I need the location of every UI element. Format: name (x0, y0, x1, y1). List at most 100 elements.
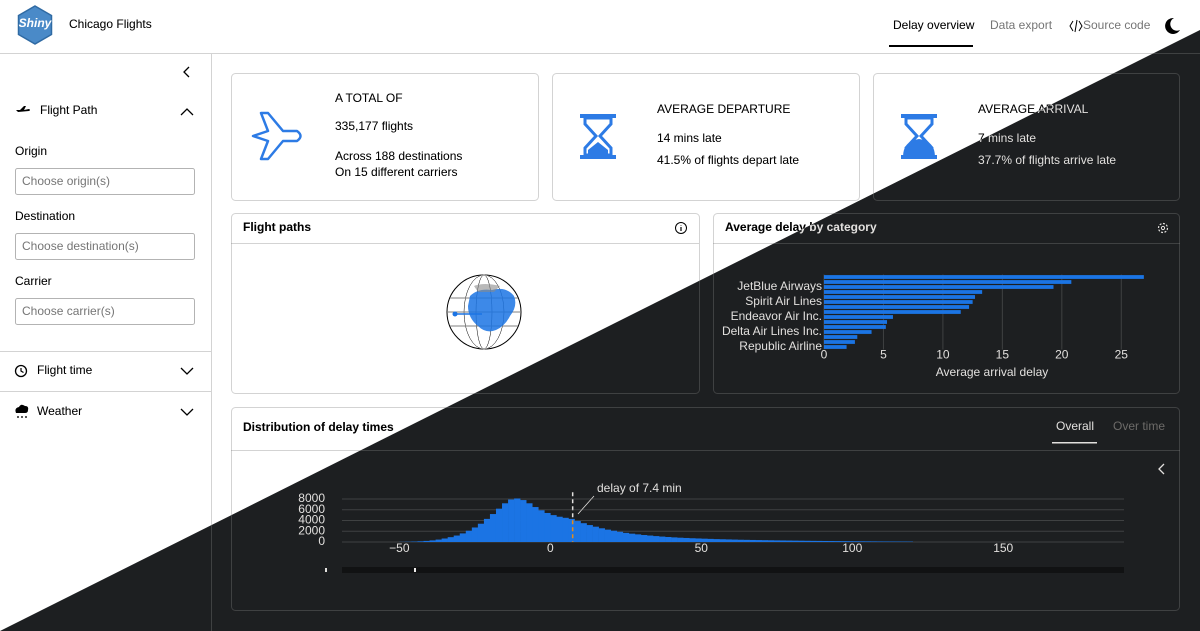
histogram-bar (731, 539, 738, 542)
value-box-line: On 15 different carriers (335, 165, 458, 179)
value-box-title: AVERAGE DEPARTURE (657, 102, 790, 116)
histogram-bar (846, 541, 853, 542)
histogram-bar (526, 503, 533, 542)
histogram-bar (508, 499, 515, 542)
bar (824, 315, 893, 319)
rain-drops (17, 416, 27, 418)
value-box-value: 335,177 flights (335, 119, 413, 133)
section-chevron[interactable] (180, 367, 194, 375)
nav-item[interactable]: Data export (990, 18, 1053, 32)
value-box-title: AVERAGE ARRIVAL (978, 102, 1089, 116)
histogram-bar (713, 539, 720, 542)
histogram-bar (640, 535, 648, 542)
bar (824, 300, 973, 304)
section-title[interactable]: Flight Path (40, 103, 97, 117)
value-box-title: A TOTAL OF (335, 91, 403, 105)
histogram-bar (435, 539, 442, 542)
card-title: Flight paths (243, 220, 311, 234)
histogram-bar (580, 523, 587, 542)
settings-icon[interactable] (1157, 222, 1169, 234)
y-tick-label: 6000 (298, 502, 325, 516)
histogram-bar (495, 508, 503, 542)
section-chevron[interactable] (180, 408, 194, 416)
tab[interactable]: Over time (1113, 419, 1165, 433)
histogram-bar (598, 528, 605, 542)
destination-input[interactable] (15, 233, 195, 260)
bar (824, 295, 976, 299)
hourglass-glass (583, 116, 613, 157)
sidebar-collapse[interactable] (183, 66, 190, 78)
theme-toggle[interactable] (1165, 17, 1180, 34)
value-box-line: 37.7% of flights arrive late (978, 153, 1116, 167)
annotation-arrow (577, 495, 595, 515)
section-title[interactable]: Weather (37, 404, 82, 418)
histogram-bar (671, 537, 678, 542)
nav-item[interactable]: Source code (1083, 18, 1151, 32)
field-label: Destination (15, 209, 75, 223)
sidebar-toggle[interactable] (1158, 463, 1165, 475)
x-tick-label: 5 (880, 348, 887, 362)
flight-icon (15, 106, 30, 114)
value-box (552, 73, 860, 201)
histogram-bar (622, 532, 630, 542)
carrier-input[interactable] (15, 298, 195, 325)
histogram-bar (797, 540, 805, 542)
delay-category-card: Average delay by category Average arriva… (713, 213, 1180, 394)
histogram-bar (683, 537, 690, 542)
x-tick-label: 100 (842, 541, 862, 555)
info-icon[interactable] (675, 222, 687, 234)
histogram-bar (858, 541, 865, 542)
y-tick-label: JetBlue Airways (737, 279, 822, 293)
histogram-bar (550, 515, 557, 542)
histogram-bar (876, 541, 883, 542)
histogram-bar (568, 518, 575, 542)
y-tick-label: Spirit Air Lines (745, 294, 822, 308)
histogram-bar (429, 540, 436, 542)
range-slider[interactable] (342, 567, 1124, 573)
histogram-bar (707, 538, 714, 542)
nav-active-underline (889, 45, 973, 47)
input-placeholder: Choose origin(s) (22, 174, 110, 188)
logo[interactable] (17, 5, 53, 45)
tab[interactable]: Overall (1056, 419, 1094, 433)
histogram-bar (544, 512, 551, 542)
weather-icon (15, 404, 29, 413)
section-title[interactable]: Flight time (37, 363, 93, 377)
x-tick-label: 0 (547, 541, 554, 555)
tab-active-underline (1052, 442, 1097, 444)
value-box (873, 73, 1180, 201)
x-tick-label: 0 (821, 348, 828, 362)
histogram-bar (646, 535, 654, 542)
y-tick-label: Delta Air Lines Inc. (722, 324, 822, 338)
histogram-bar (616, 531, 624, 542)
range-handle[interactable] (325, 568, 327, 572)
origin-input[interactable] (15, 168, 195, 195)
value-box (231, 73, 539, 201)
histogram-bar (447, 537, 455, 542)
histogram-bar (423, 540, 430, 542)
input-placeholder: Choose destination(s) (22, 239, 139, 253)
bar (824, 285, 1054, 289)
histogram-bar (852, 541, 859, 542)
nav-item[interactable]: Delay overview (893, 18, 975, 32)
range-handle[interactable] (414, 568, 416, 572)
y-tick-label: 2000 (298, 523, 325, 537)
histogram-bar (483, 518, 491, 542)
histogram-bar (779, 540, 787, 542)
histogram-bar (677, 537, 684, 542)
y-tick-label: 4000 (298, 513, 325, 527)
hourglass-caps (580, 114, 616, 159)
section-chevron[interactable] (180, 108, 194, 116)
histogram-bar (701, 538, 708, 542)
value-box-line: Across 188 destinations (335, 149, 462, 163)
hourglass-icon (580, 114, 616, 159)
histogram-bar (834, 541, 841, 542)
app-title: Chicago Flights (69, 17, 152, 31)
dark-background (0, 30, 1200, 631)
histogram-bar (773, 540, 781, 542)
y-tick-label: 0 (318, 534, 325, 548)
card-title: Average delay by category (725, 220, 877, 234)
histogram-bar (477, 523, 485, 542)
histogram-bar (556, 516, 563, 542)
